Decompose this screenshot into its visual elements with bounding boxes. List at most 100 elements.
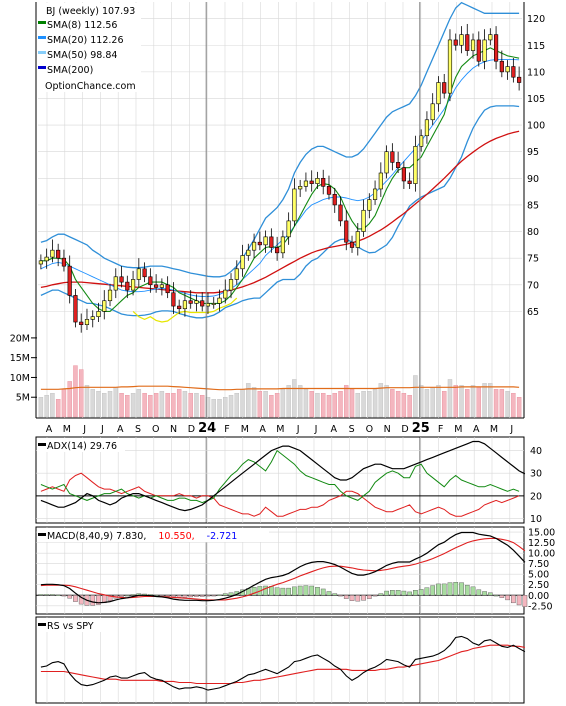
adx-tick-label: 10 [530,514,542,525]
price-tick-label: 90 [527,174,539,185]
volume-bar [107,391,113,418]
macd-hist-bar [297,585,303,596]
candle-body [396,162,401,168]
candle-body [303,180,309,187]
volume-bar [50,393,55,418]
macd-hist-bar [269,586,274,596]
sma8-line [40,47,520,312]
volume-bar [73,365,78,418]
candle-body [470,39,476,51]
month-label: S [349,424,355,435]
candle-body [401,167,406,182]
volume-bar [67,381,72,418]
macd-hist-bar [188,595,194,598]
macd-hist-bar [424,587,430,596]
sma50-line [40,130,520,294]
legend-sma200: SMA(200) [47,65,93,76]
macd-hist-bar [430,585,436,596]
candle-body [275,247,280,254]
adx-line [40,440,526,512]
macd-hist-bar [453,582,459,596]
adx-label: ADX(14) 29.76 [47,441,117,452]
candle-body [447,39,453,94]
candle-body [517,76,522,83]
volume-bar [482,383,487,418]
volume-tick-label: 15M [10,353,30,364]
volume-bar [246,383,251,418]
candle-body [113,276,118,291]
year-dividers [205,2,421,703]
legend-sma20: SMA(20) 112.26 [47,35,124,46]
candle-body [200,300,205,307]
volume-bar [102,393,107,418]
candle-body [194,300,199,304]
macd-hist-bar [50,594,55,596]
rs-grid [46,617,511,703]
candle-body [177,305,182,310]
rs-swatch [38,623,46,626]
volume-bar [269,395,274,418]
candle-body [142,268,147,278]
macd-hist-bar [332,593,338,596]
legend-sma50: SMA(50) 98.84 [47,50,117,61]
volume-bar [136,389,142,418]
volume-bar [441,391,447,418]
candle-body [407,180,412,184]
candle-body [390,151,395,163]
candle-body [326,186,332,195]
volume-bar [148,395,153,418]
volume-bar [153,393,159,418]
adx-tick-label: 40 [530,446,542,457]
macd-hist-bar [107,595,113,601]
volume-bar [257,391,263,418]
macd-label: MACD(8,40,9) 7.830, [47,531,146,542]
candle-body [505,66,510,73]
volume-bar [361,391,366,418]
candle-body [384,151,389,174]
candle-body [246,249,251,256]
macd-hist-bar [390,590,395,596]
macd-signal-line [40,537,526,601]
volume-bar [113,387,119,418]
volume-average-line [40,385,520,391]
volume-bar [286,385,291,418]
price-tick-label: 80 [527,227,539,238]
macd-tick-label: 5.00 [528,570,549,581]
candle-body [436,82,441,105]
candle-body [234,268,239,280]
month-label: M [241,424,249,435]
macd-hist-bar [61,595,67,597]
month-label: J [82,424,86,435]
macd-hist-bar [280,587,286,596]
macd-tick-label: 15.00 [528,528,555,539]
candle-body [482,39,487,62]
volume-bar [297,385,303,418]
macd-label-row: MACD(8,40,9) 7.830, 10.550, -2.721 [47,531,237,542]
candle-body [79,321,84,325]
volume-bar [44,395,49,418]
volume-bar [84,385,90,418]
macd-hist-bar [447,582,453,596]
adx-tick-label: 30 [530,469,542,480]
candle-body [459,34,464,46]
macd-hist-bar [395,590,401,596]
macd-signal-value: 10.550, [158,531,194,542]
candle-body [38,260,43,265]
volume-bar [171,393,176,418]
month-label: D [188,424,195,435]
macd-tick-label: 7.50 [528,559,549,570]
macd-hist-bar [96,595,101,605]
macd-hist-bar [205,595,211,597]
volume-bar [349,389,355,418]
candle-body [309,180,314,184]
candle-body [298,186,303,190]
price-tick-label: 65 [527,307,539,318]
macd-hist-bar [493,595,499,597]
month-label: A [473,424,480,435]
candle-body [453,39,458,46]
macd-hist-bar [436,583,441,596]
price-tick-label: 120 [527,14,545,25]
month-label: M [454,424,462,435]
price-overlays [40,1,520,323]
